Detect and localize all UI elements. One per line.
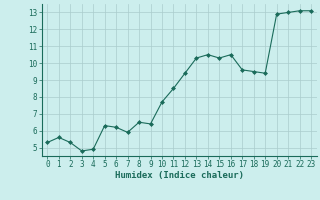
- X-axis label: Humidex (Indice chaleur): Humidex (Indice chaleur): [115, 171, 244, 180]
